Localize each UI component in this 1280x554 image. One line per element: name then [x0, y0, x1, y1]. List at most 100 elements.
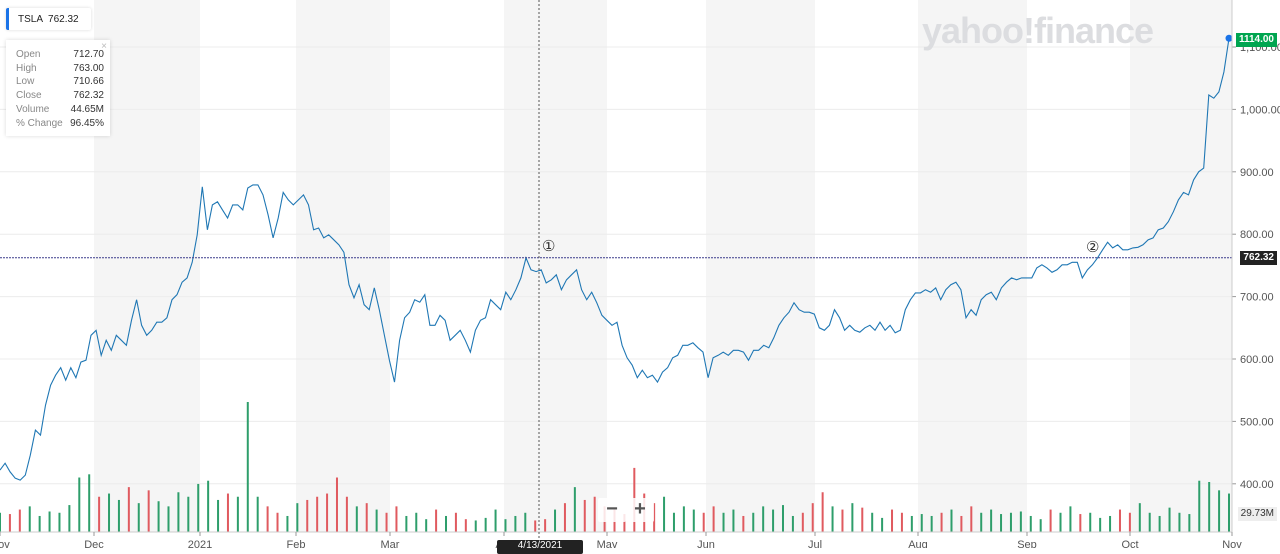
ohlc-value: 762.32	[73, 90, 104, 102]
volume-bar	[326, 493, 329, 532]
volume-bar	[474, 520, 477, 532]
volume-bar	[58, 512, 61, 532]
crosshair-date-label: 4/13/2021	[497, 540, 583, 554]
volume-bar	[246, 402, 249, 532]
volume-bar	[296, 503, 299, 532]
volume-bar	[1099, 517, 1102, 532]
volume-bar	[335, 477, 338, 532]
volume-bar	[464, 519, 467, 532]
volume-bar	[454, 512, 457, 532]
event-marker-2[interactable]: ②	[1086, 239, 1099, 256]
yahoo-finance-logo: yahoo!finance	[922, 10, 1154, 51]
y-tick-label: 600.00	[1240, 354, 1274, 366]
y-tick-label: 500.00	[1240, 416, 1274, 428]
volume-bar	[554, 509, 557, 532]
volume-bar	[48, 511, 51, 532]
volume-bar	[534, 520, 537, 532]
volume-bar	[950, 509, 953, 532]
price-line	[0, 38, 1230, 481]
volume-bar	[583, 499, 586, 532]
close-icon[interactable]: ×	[101, 41, 107, 52]
volume-bar	[930, 515, 933, 532]
zoom-controls: − +	[598, 498, 654, 522]
volume-bar	[147, 490, 150, 532]
volume-bar	[980, 512, 983, 532]
volume-bar	[375, 509, 378, 532]
volume-bar	[405, 515, 408, 532]
volume-bar	[762, 506, 765, 532]
volume-bar	[524, 512, 527, 532]
ticker-badge[interactable]: TSLA 762.32	[6, 8, 91, 30]
volume-bar	[425, 519, 428, 532]
volume-bar	[28, 506, 31, 532]
ohlc-value: 96.45%	[70, 117, 104, 129]
volume-bar	[900, 512, 903, 532]
volume-bar	[821, 492, 824, 532]
volume-bar	[871, 512, 874, 532]
ohlc-value: 712.70	[73, 49, 104, 60]
ohlc-row: Open 712.70	[16, 48, 104, 62]
volume-bar	[127, 487, 130, 532]
zoom-in-button[interactable]: +	[626, 498, 654, 522]
ticker-price: 762.32	[48, 13, 79, 25]
ohlc-value: 763.00	[73, 62, 104, 74]
volume-bar	[78, 477, 81, 532]
volume-bar	[385, 512, 388, 532]
volume-bar	[355, 506, 358, 532]
ohlc-row: High 763.00	[16, 62, 104, 76]
volume-bar	[117, 499, 120, 532]
y-tick-label: 800.00	[1240, 229, 1274, 241]
x-tick-label: Oct	[1121, 539, 1138, 548]
volume-bar	[1029, 515, 1032, 532]
volume-bar	[712, 506, 715, 532]
volume-bar	[415, 512, 418, 532]
volume-bar	[1138, 503, 1141, 532]
volume-bar	[38, 515, 41, 532]
volume-bar	[316, 496, 319, 532]
last-price-tag: 1114.00	[1235, 33, 1277, 47]
volume-bar	[1198, 480, 1201, 532]
volume-bar	[881, 517, 884, 532]
volume-bar	[286, 515, 289, 532]
volume-bar	[445, 515, 448, 532]
zoom-out-button[interactable]: −	[598, 498, 626, 522]
volume-bar	[98, 496, 101, 532]
x-tick-label: Feb	[287, 539, 306, 548]
volume-bar	[1059, 512, 1062, 532]
volume-bar	[177, 492, 180, 532]
volume-bar	[276, 512, 279, 532]
volume-bar	[187, 496, 190, 532]
x-tick-label: Jul	[808, 539, 822, 548]
month-band	[94, 0, 200, 532]
volume-bar	[682, 506, 685, 532]
volume-bar	[484, 517, 487, 532]
volume-bar	[811, 503, 814, 532]
x-tick-label: 2021	[188, 539, 212, 548]
event-marker-1[interactable]: ①	[542, 238, 555, 255]
month-band	[706, 0, 815, 532]
volume-bar	[1019, 511, 1022, 532]
volume-bar	[653, 503, 656, 532]
ohlc-label: High	[16, 62, 37, 74]
last-price-dot	[1225, 34, 1233, 42]
volume-bar	[108, 493, 111, 532]
volume-bar	[593, 496, 596, 532]
volume-bar	[435, 509, 438, 532]
volume-bar	[1188, 514, 1191, 532]
volume-bar	[623, 514, 626, 532]
volume-bar	[1128, 512, 1131, 532]
x-tick-label: May	[597, 539, 618, 548]
ohlc-tooltip: × Open 712.70 High 763.00 Low 710.66 Close 762.…	[6, 40, 110, 137]
volume-bar	[970, 506, 973, 532]
ohlc-row: % Change 96.45%	[16, 117, 104, 131]
volume-bar	[1049, 509, 1052, 532]
volume-bar	[1000, 514, 1003, 532]
x-tick-label: Mar	[381, 539, 400, 548]
volume-bar	[494, 509, 497, 532]
volume-bar	[197, 483, 200, 532]
volume-bar	[167, 506, 170, 532]
x-tick-label: Nov	[1222, 539, 1242, 548]
volume-bar	[940, 512, 943, 532]
volume-bar	[544, 519, 547, 532]
